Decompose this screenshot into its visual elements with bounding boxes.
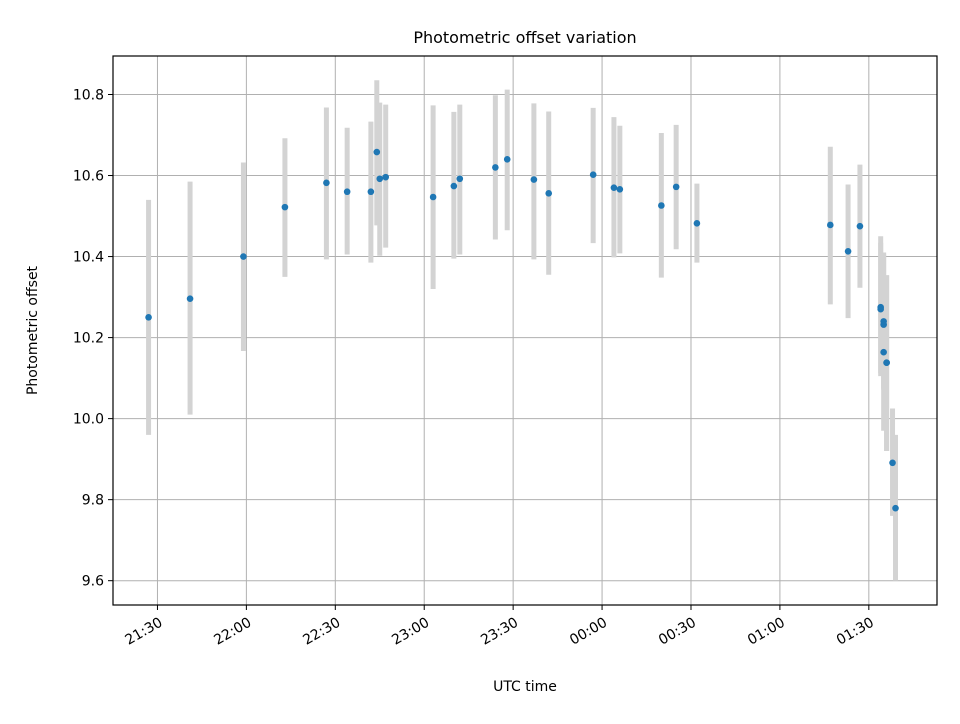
grid (113, 56, 937, 605)
y-tick-label: 9.8 (82, 493, 104, 509)
data-point (889, 459, 896, 467)
y-axis-label: Photometric offset (25, 265, 41, 395)
data-point (343, 188, 351, 196)
y-tick-label: 10.4 (73, 250, 104, 266)
x-tick-label: 23:00 (389, 615, 432, 649)
x-tick-label: 23:30 (478, 615, 521, 649)
y-tick-label: 10.2 (73, 331, 104, 347)
data-point (616, 185, 624, 193)
data-point (492, 164, 499, 171)
y-tick-label: 10.0 (73, 412, 104, 428)
data-point (186, 295, 194, 302)
data-point (376, 175, 384, 183)
data-point (892, 504, 899, 512)
data-point (826, 221, 834, 229)
data-point (693, 220, 701, 227)
x-tick-label: 00:30 (656, 615, 699, 649)
data-point (503, 156, 511, 163)
y-tick-label: 9.6 (82, 574, 104, 590)
x-tick-label: 01:00 (745, 615, 788, 649)
data-point (844, 247, 852, 255)
data-point (367, 188, 375, 196)
data-point (323, 179, 330, 187)
data-point (145, 314, 152, 321)
data-point (877, 305, 884, 313)
data-point (880, 348, 887, 356)
data-point (530, 176, 538, 183)
x-tick-label: 22:30 (300, 615, 343, 649)
data-point (610, 184, 618, 191)
data-point (382, 173, 389, 181)
data-point (883, 359, 890, 367)
error-bars (146, 80, 899, 581)
data-point (856, 222, 864, 230)
x-tick-label: 22:00 (211, 615, 254, 649)
plot-frame (112, 55, 938, 606)
data-point (429, 193, 437, 201)
y-tick-label: 10.8 (73, 87, 104, 103)
x-tick-label: 00:00 (567, 615, 610, 649)
chart-title: Photometric offset variation (413, 28, 636, 47)
data-point (880, 318, 887, 325)
x-tick-label: 21:30 (123, 615, 166, 649)
data-point (658, 202, 665, 209)
data-point (450, 182, 458, 190)
data-point (240, 253, 247, 260)
data-point (281, 203, 289, 211)
data-point (672, 183, 680, 191)
data-points (145, 148, 899, 512)
data-point (373, 148, 381, 156)
x-tick-label: 01:30 (834, 615, 877, 649)
x-axis-label: UTC time (493, 679, 557, 695)
data-point (456, 175, 464, 183)
y-tick-label: 10.6 (73, 169, 104, 185)
data-point (545, 190, 553, 197)
ticks: 9.6 9.8 10.0 10.2 10.4 10.6 10.8 21:30 22:00 22:3… (73, 87, 877, 648)
data-point (589, 171, 597, 179)
